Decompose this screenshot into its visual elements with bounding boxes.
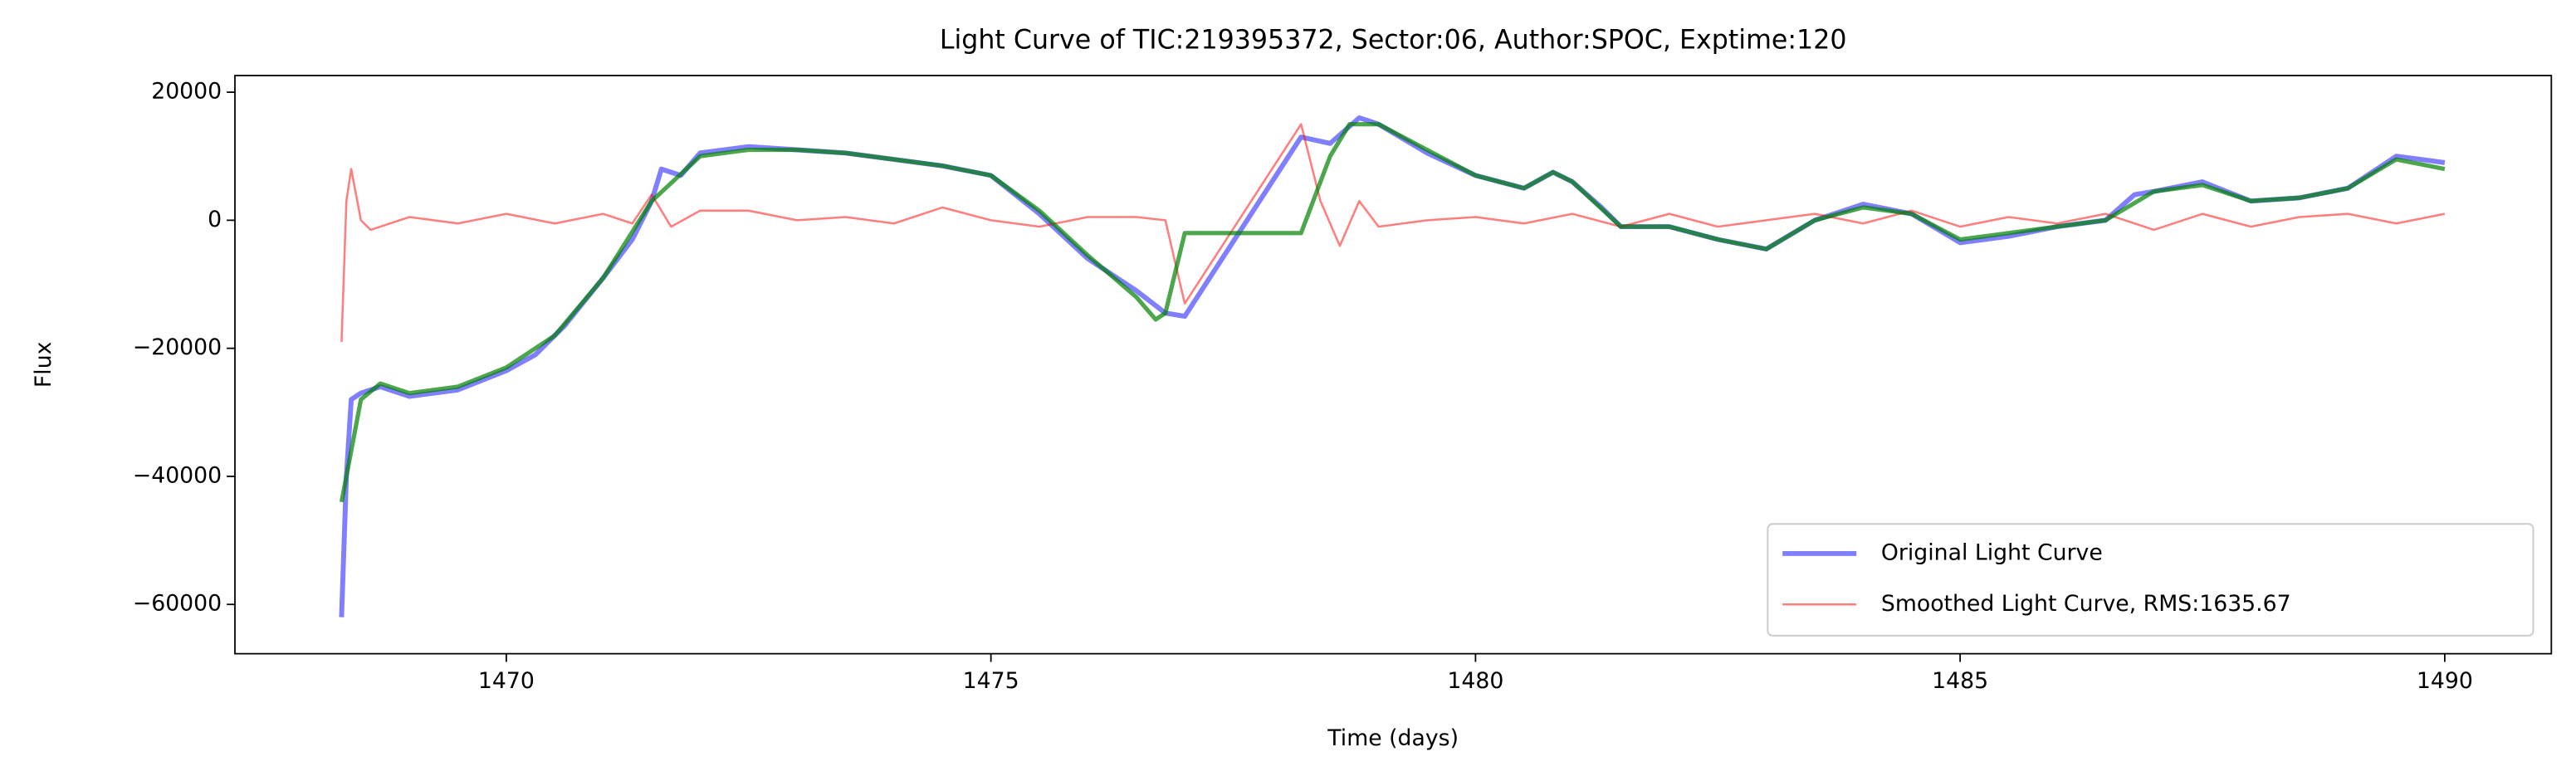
y-tick-label: −40000	[133, 462, 222, 488]
y-tick-label: 20000	[151, 79, 222, 105]
x-tick-label: 1480	[1447, 668, 1503, 694]
legend-box	[1767, 523, 2534, 637]
y-tick-label: −60000	[133, 591, 222, 617]
x-axis-label: Time (days)	[1327, 725, 1459, 751]
x-tick-label: 1470	[478, 668, 535, 694]
chart-title: Light Curve of TIC:219395372, Sector:06,…	[940, 25, 1847, 55]
y-tick-label: 0	[208, 207, 222, 232]
legend-label: Original Light Curve	[1881, 539, 2103, 565]
plot-frame	[234, 75, 2553, 655]
data-line	[339, 122, 2446, 503]
x-tick-label: 1475	[963, 668, 1019, 694]
y-tick-label: −20000	[133, 334, 222, 360]
y-axis-label: Flux	[31, 342, 56, 388]
legend-label: Smoothed Light Curve, RMS:1635.67	[1881, 591, 2291, 617]
data-line	[340, 123, 2446, 342]
x-tick-label: 1485	[1932, 668, 1988, 694]
x-tick-label: 1490	[2417, 668, 2473, 694]
